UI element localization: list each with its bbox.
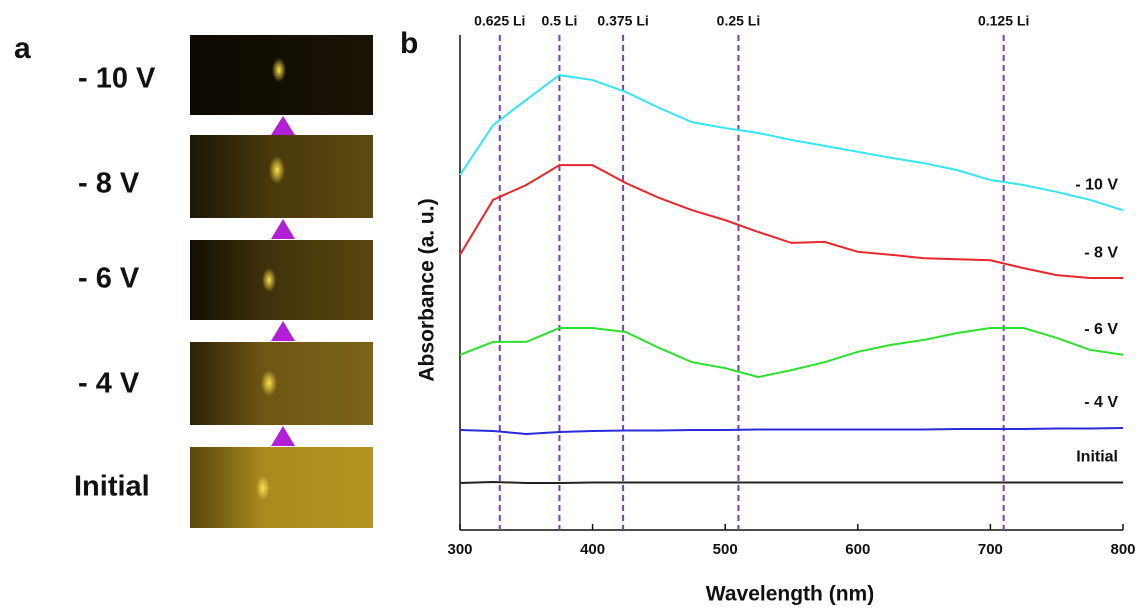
x-tick-label: 300 — [447, 541, 472, 558]
photo-spot — [262, 268, 276, 292]
x-tick-label: 700 — [978, 541, 1003, 558]
marker-label: 0.625 Li — [474, 13, 525, 29]
photo — [190, 447, 373, 528]
photo-label: - 10 V — [78, 63, 156, 95]
photo-label: - 6 V — [78, 263, 140, 295]
photo-spot — [256, 476, 270, 500]
arrow — [271, 116, 295, 135]
marker-label: 0.5 Li — [542, 13, 578, 29]
series-line — [459, 164, 1123, 280]
arrow — [271, 219, 295, 239]
photo-spot — [261, 370, 277, 396]
x-tick-label: 800 — [1110, 541, 1135, 558]
marker-label: 0.125 Li — [978, 13, 1029, 29]
series-line — [459, 480, 1123, 484]
photo-label: - 4 V — [78, 368, 140, 400]
x-tick-label: 400 — [580, 541, 605, 558]
marker-label: 0.25 Li — [717, 13, 761, 29]
series-line — [459, 74, 1124, 212]
arrow — [271, 426, 295, 446]
x-tick-label: 500 — [713, 541, 738, 558]
series-label: Initial — [1076, 449, 1118, 466]
photo-label: - 8 V — [78, 168, 140, 200]
series-label: - 4 V — [1084, 394, 1118, 411]
x-axis-label: Wavelength (nm) — [706, 583, 874, 606]
series-line — [459, 427, 1124, 435]
photos — [190, 35, 373, 528]
series-line — [459, 327, 1124, 379]
series-label: - 6 V — [1084, 321, 1118, 338]
photo-label: Initial — [74, 471, 150, 503]
x-tick-label: 600 — [845, 541, 870, 558]
panel-label: a — [14, 32, 31, 65]
marker-label: 0.375 Li — [597, 13, 648, 29]
series-label: - 10 V — [1075, 176, 1118, 193]
photo-spot — [272, 58, 286, 82]
panel-label: b — [400, 27, 418, 60]
arrow — [271, 321, 295, 341]
series-label: - 8 V — [1084, 244, 1118, 261]
photo-spot — [269, 156, 285, 184]
y-axis-label: Absorbance (a. u.) — [416, 198, 439, 381]
photo — [190, 342, 373, 425]
photo — [190, 240, 373, 320]
plot: 300 400 500 600 700 800 0.625 Li 0.5 Li 0.375 Li… — [447, 13, 1135, 558]
